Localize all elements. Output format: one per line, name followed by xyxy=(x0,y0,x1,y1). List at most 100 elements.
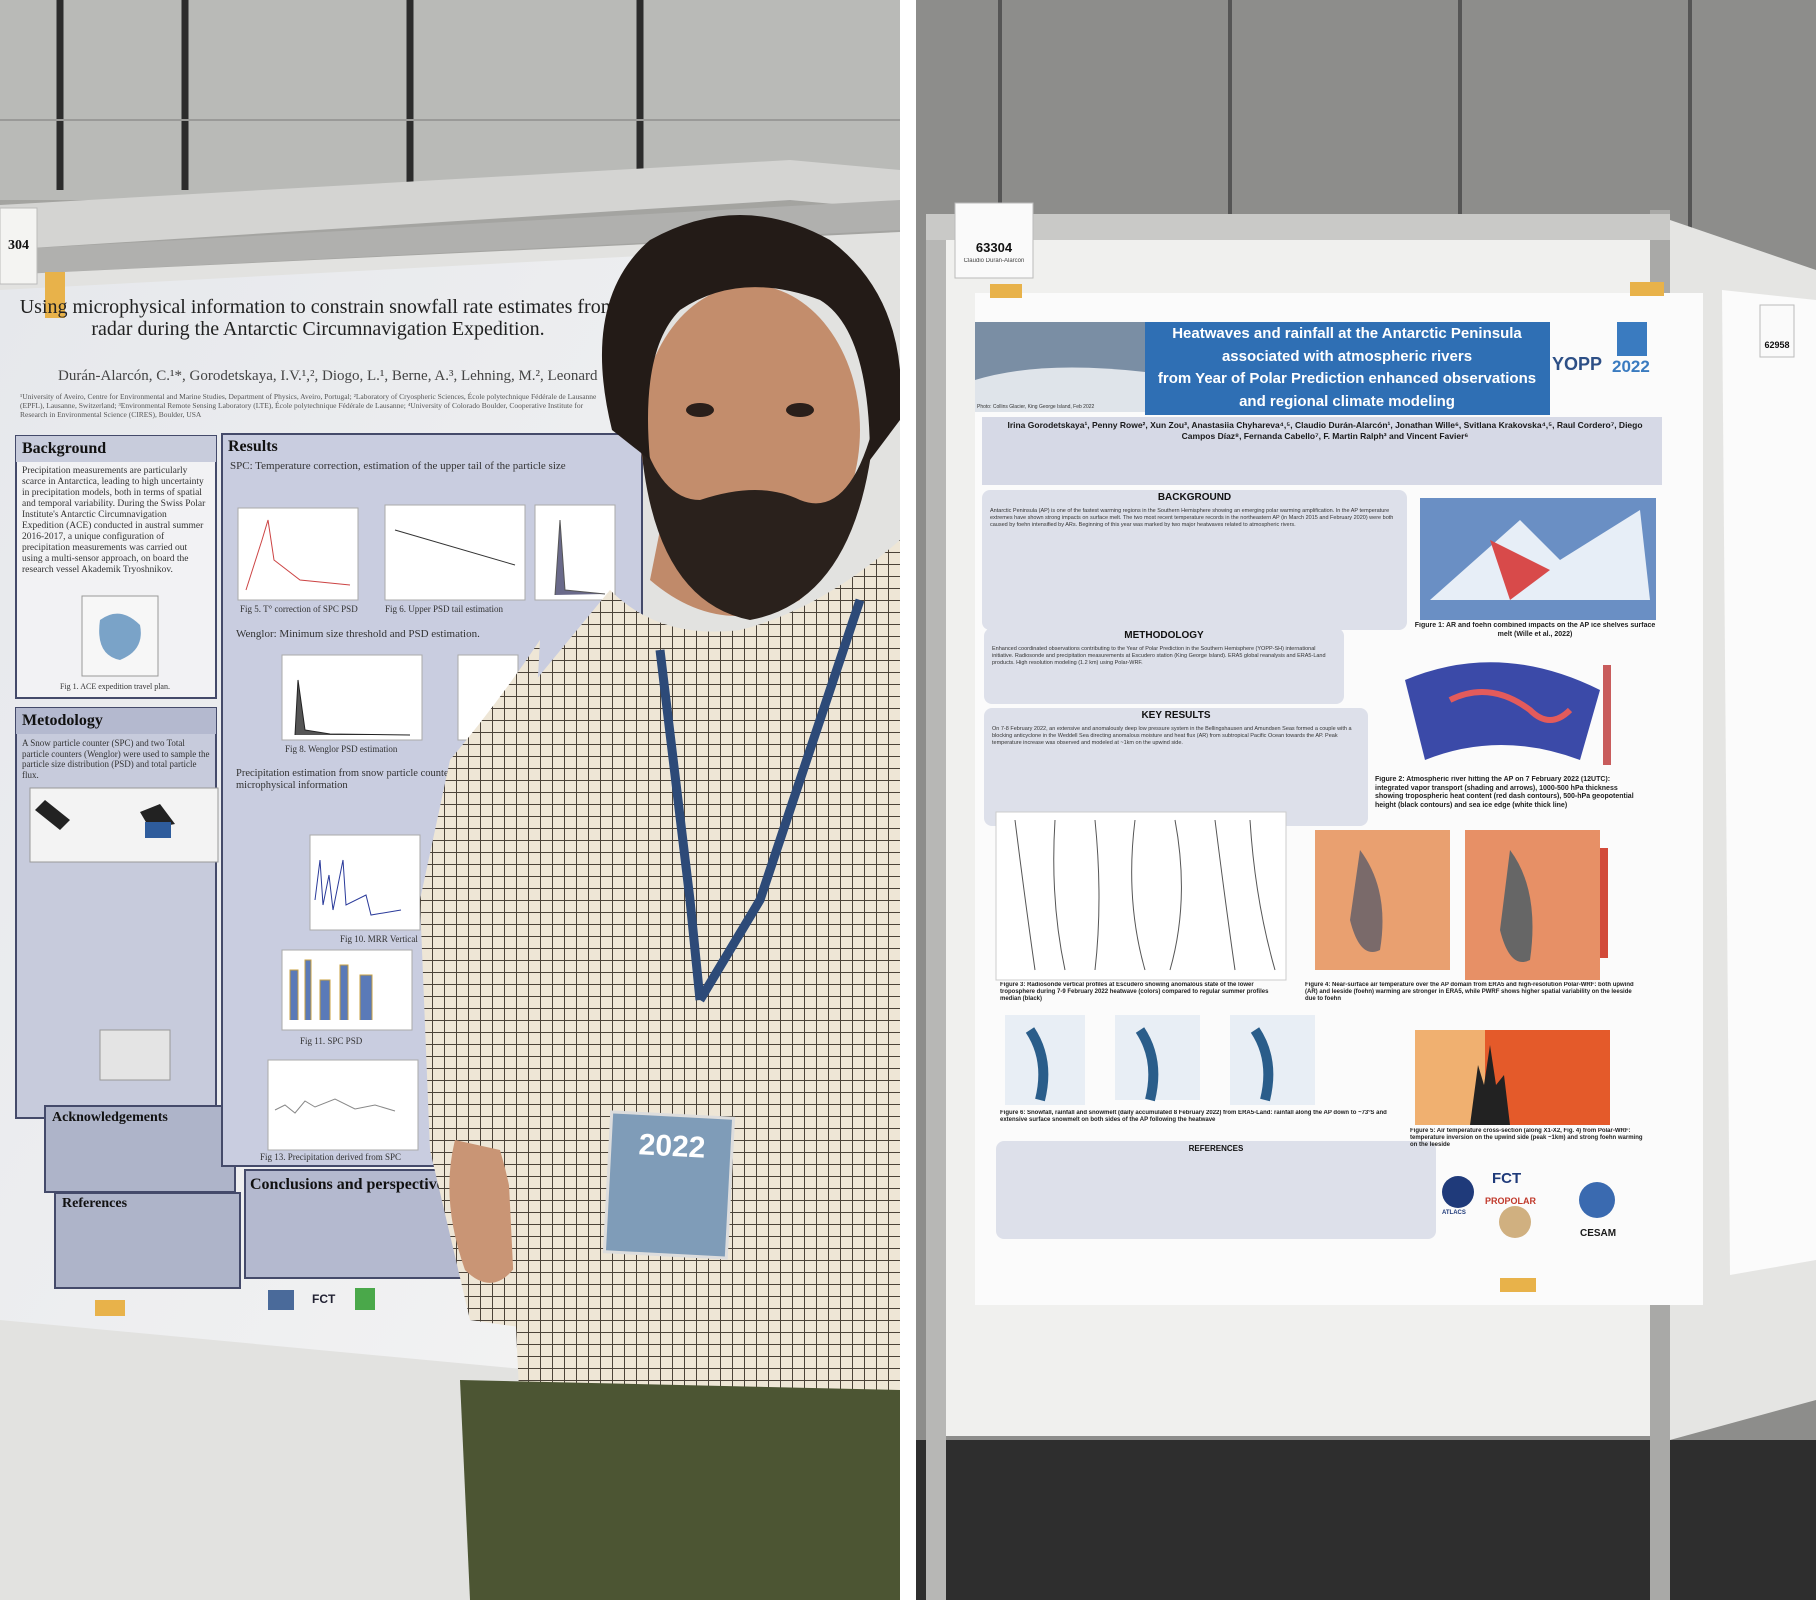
logo xyxy=(355,1288,375,1310)
plot-line xyxy=(314,859,402,916)
section-heading: Results xyxy=(228,438,278,455)
board-badge xyxy=(0,207,38,285)
map-peninsula xyxy=(1350,850,1383,952)
figure-caption: Figure 5: Air temperature cross-section … xyxy=(1410,1128,1643,1148)
board-frame xyxy=(0,160,900,250)
side-poster xyxy=(1722,290,1816,1275)
map-peninsula xyxy=(1500,850,1533,962)
figure-caption: Figure 2: Atmospheric river hitting the … xyxy=(1375,776,1634,809)
figure-caption: Figure 4: Near-surface air temperature o… xyxy=(1305,982,1634,1002)
section-box xyxy=(984,708,1368,826)
poster-affiliations: ¹University of Aveiro, Centre for Enviro… xyxy=(20,392,597,419)
figure-map-shape xyxy=(99,613,141,660)
section-heading: Background xyxy=(22,440,107,457)
ivt-band xyxy=(1448,689,1573,723)
figure-caption: Fig 6. Upper PSD tail estimation xyxy=(385,604,503,614)
figure-map xyxy=(1465,830,1600,980)
figure-caption: Figure 3: Radiosonde vertical profiles a… xyxy=(1000,982,1269,1002)
figure-caption: Fig 10. MRR Vertical xyxy=(340,934,418,944)
section-text: Precipitation measurements are particula… xyxy=(22,466,206,575)
figure-caption: Fig 1. ACE expedition travel plan. xyxy=(60,682,170,691)
schematic-land xyxy=(1430,510,1650,600)
logo-text: FCT xyxy=(312,1292,336,1306)
poster-authors: Irina Gorodetskaya¹, Penny Rowe², Xun Zo… xyxy=(1007,420,1643,441)
plot-hist xyxy=(294,679,411,736)
instrument-icons xyxy=(35,800,175,830)
section-heading: METHODOLOGY xyxy=(1124,630,1204,641)
title-line: from Year of Polar Prediction enhanced o… xyxy=(1157,370,1537,387)
tape xyxy=(990,284,1022,298)
tape xyxy=(1630,282,1664,296)
map-snowfall xyxy=(1025,1027,1274,1102)
section-heading: REFERENCES xyxy=(1188,1144,1244,1153)
section-subtitle: Wenglor: Minimum size threshold and PSD … xyxy=(236,628,480,640)
tape xyxy=(45,272,65,318)
section-header xyxy=(16,708,216,734)
figure-caption: Fig 11. SPC PSD xyxy=(300,1036,363,1046)
logo xyxy=(1579,1182,1615,1218)
section-heading: Conclusions and perspectives xyxy=(250,1176,451,1193)
floor xyxy=(916,1440,1816,1600)
wall-joints xyxy=(998,0,1692,230)
section-box xyxy=(44,1105,236,1193)
figure-caption: Figure 1: AR and foehn combined impacts … xyxy=(1414,622,1656,638)
figure-caption: Fig 8. Wenglor PSD estimation xyxy=(285,744,398,754)
logo-text: FCT xyxy=(1492,1170,1522,1187)
figure-profiles xyxy=(995,811,1287,981)
colorbar xyxy=(1600,848,1608,958)
figure-plot xyxy=(281,654,423,741)
section-subtitle: Precipitation estimation from snow parti… xyxy=(236,768,453,791)
section-heading: Acknowledgements xyxy=(52,1110,168,1125)
title-line: Heatwaves and rainfall at the Antarctic … xyxy=(1172,325,1522,342)
section-text: Enhanced coordinated observations contri… xyxy=(992,646,1326,666)
section-text: A Snow particle counter (SPC) and two To… xyxy=(22,738,210,780)
figure-caption: Fig 5. T° correction of SPC PSD xyxy=(240,604,358,614)
figure-plot xyxy=(309,834,421,931)
board-post xyxy=(926,214,946,1600)
figure-map xyxy=(1315,830,1450,970)
section-box xyxy=(982,490,1407,630)
section-subtitle: SPC: Temperature correction, estimation … xyxy=(230,460,566,472)
section-box xyxy=(996,1141,1436,1239)
logo xyxy=(1617,322,1647,356)
profile-lines xyxy=(1014,819,1276,971)
section-box xyxy=(54,1192,241,1289)
photo-snow xyxy=(975,367,1145,412)
board-label: 304 xyxy=(8,238,29,253)
board-frame xyxy=(926,214,1670,240)
poster-title: Using microphysical information to const… xyxy=(19,296,617,340)
photo-credit: Photo: Collins Glacier, King George Isla… xyxy=(977,404,1095,410)
logo-text: CESAM xyxy=(1580,1228,1617,1239)
title-line: associated with atmospheric rivers xyxy=(1221,347,1473,365)
wall-joints xyxy=(56,0,644,190)
logo-text: PROPOLAR xyxy=(1485,1196,1537,1206)
instrument-icon xyxy=(145,822,171,838)
board-badge xyxy=(954,202,1034,279)
section-box xyxy=(984,628,1344,704)
section-heading: Metodology xyxy=(22,712,103,729)
title-line: and regional climate modeling xyxy=(1239,392,1455,410)
plot-bars xyxy=(289,959,373,1020)
board-label: 63304 xyxy=(975,240,1013,255)
section-heading: KEY RESULTS xyxy=(1141,710,1211,721)
figure-plot xyxy=(267,1059,419,1151)
section-heading: References xyxy=(62,1196,128,1211)
tape xyxy=(1500,1278,1536,1292)
logo-text: ATLACS xyxy=(1442,1210,1466,1216)
logo xyxy=(1442,1176,1474,1208)
author-band xyxy=(982,417,1662,485)
plot-line xyxy=(245,519,351,591)
section-header xyxy=(16,436,216,462)
schematic-arrow xyxy=(1490,540,1550,600)
logo xyxy=(268,1290,294,1310)
figure-ivt-map xyxy=(1405,662,1600,760)
plot-line xyxy=(274,1098,396,1114)
title-banner xyxy=(1145,322,1550,415)
side-badge xyxy=(1759,304,1795,358)
poster-authors: Durán-Alarcón, C.¹*, Gorodetskaya, I.V.¹… xyxy=(58,368,598,384)
poster-title: Heatwaves and rainfall at the Antarctic … xyxy=(1147,323,1547,413)
board-name: Claudio Durán-Alarcón xyxy=(963,258,1025,264)
side-board-label: 62958 xyxy=(1764,340,1790,350)
